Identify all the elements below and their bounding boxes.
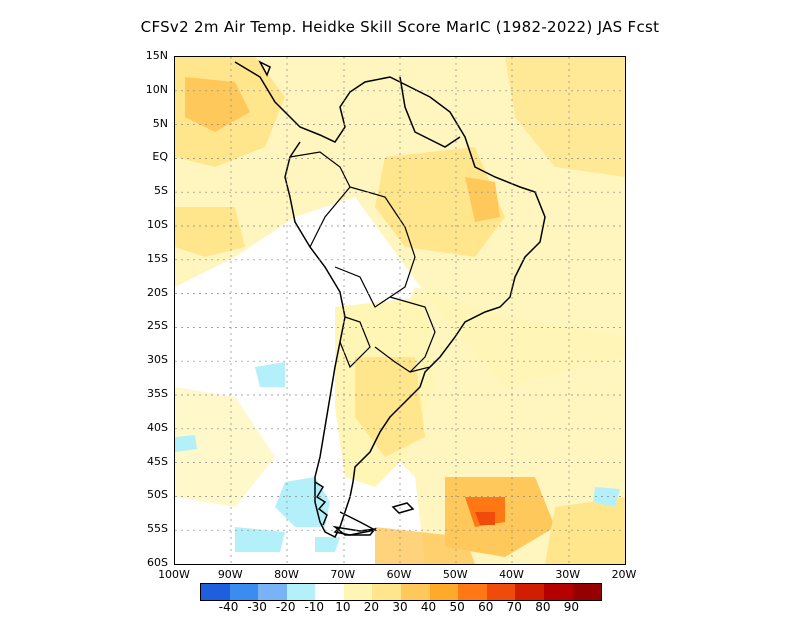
lat-label: 35S [147,387,168,400]
legend-label: -20 [275,600,296,614]
lat-label: 5N [152,116,168,130]
map-frame [174,56,626,565]
legend-label: 40 [420,600,437,614]
legend-color-box [372,584,402,600]
lon-label: 90W [217,568,243,581]
lat-label: EQ [152,150,168,164]
legend-label: 90 [563,600,580,614]
legend-color-box [543,584,573,600]
coastlines [234,61,546,539]
graticule [175,57,625,564]
lat-label: 45S [147,454,168,468]
legend-color-box [315,584,344,600]
lat-label: 55S [147,522,168,536]
lat-label: 10N [145,82,168,96]
legend-label: 10 [335,600,351,614]
lat-label: 50S [147,488,168,502]
lat-label: 30S [147,353,168,367]
legend-label: -10 [304,600,325,614]
legend-color-box [572,584,602,600]
legend-label: 80 [535,600,551,614]
lon-label: 80W [274,568,299,581]
legend-color-box [229,584,259,600]
legend-color-box [201,584,230,600]
legend-labels: -40 -30 -20 -10 10 20 30 40 50 60 70 80 90 [0,600,800,616]
legend-color-box [258,584,287,600]
map-canvas [175,57,625,564]
map-title: CFSv2 2m Air Temp. Heidke Skill Score Ma… [140,18,660,36]
lat-label: 15S [147,251,168,265]
legend-label: 20 [363,600,380,614]
lon-label: 30W [555,568,581,581]
color-legend [200,583,602,601]
legend-label: -30 [247,600,267,614]
legend-color-box [458,584,487,600]
legend-color-box [486,584,516,600]
legend-color-box [401,584,430,600]
legend-color-box [429,584,459,600]
legend-color-box [515,584,544,600]
lat-label: 10S [147,218,168,231]
lon-label: 20W [611,568,637,581]
lat-label: 15N [145,49,168,62]
legend-label: 50 [449,600,465,614]
legend-label: 30 [392,600,408,614]
lat-label: 40S [147,420,168,434]
lon-label: 50W [442,568,468,581]
legend-color-box [286,584,316,600]
lon-label: 70W [330,568,356,581]
lon-label: 40W [499,568,524,581]
legend-label: 70 [506,600,522,614]
legend-label: 60 [478,600,494,614]
lat-label: 20S [147,285,168,299]
legend-label: -40 [218,600,239,614]
legend-color-box [343,584,373,600]
lat-label: 60S [147,556,168,569]
lat-label: 25S [147,319,168,333]
lon-label: 60W [386,568,412,581]
lon-label: 100W [158,568,190,581]
lat-label: 5S [154,184,168,198]
